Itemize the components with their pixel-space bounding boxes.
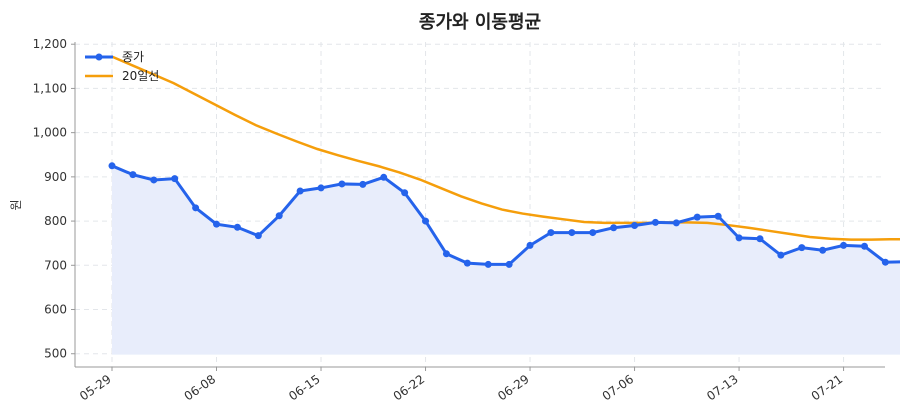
y-tick-label: 600 bbox=[44, 303, 67, 317]
y-axis-label: 원 bbox=[9, 199, 23, 210]
close-line bbox=[111, 164, 900, 266]
close-area-fill bbox=[112, 165, 900, 355]
legend-close-label: 종가 bbox=[122, 50, 144, 64]
close-point bbox=[693, 213, 701, 221]
x-tick-label: 06-22 bbox=[391, 372, 428, 403]
close-point bbox=[254, 232, 262, 240]
close-point bbox=[568, 229, 576, 237]
close-point bbox=[777, 251, 785, 259]
close-point bbox=[150, 176, 158, 184]
close-point bbox=[672, 219, 680, 227]
chart-title: 종가와 이동평균 bbox=[419, 12, 541, 33]
close-point bbox=[442, 250, 450, 258]
close-point bbox=[213, 220, 221, 228]
legend: 종가 20일선 bbox=[85, 50, 159, 83]
x-tick-label: 06-08 bbox=[182, 372, 219, 403]
series-lines bbox=[111, 55, 900, 266]
close-point bbox=[359, 180, 367, 188]
x-tick-label: 07-06 bbox=[600, 372, 637, 403]
close-point bbox=[422, 217, 430, 225]
ma20-line bbox=[111, 55, 900, 241]
x-tick-label: 07-13 bbox=[704, 372, 741, 403]
x-tick-label: 07-21 bbox=[809, 372, 846, 403]
close-point bbox=[756, 235, 764, 243]
close-point bbox=[296, 187, 304, 195]
close-point bbox=[401, 189, 409, 197]
close-point bbox=[484, 260, 492, 268]
y-tick-label: 900 bbox=[44, 170, 67, 184]
close-point bbox=[610, 224, 618, 232]
close-point bbox=[275, 212, 283, 220]
y-tick-label: 800 bbox=[44, 214, 67, 228]
y-tick-label: 1,000 bbox=[33, 126, 67, 140]
y-tick-label: 500 bbox=[44, 347, 67, 361]
close-point bbox=[233, 223, 241, 231]
close-point bbox=[108, 162, 116, 170]
close-point bbox=[798, 244, 806, 252]
close-point bbox=[547, 229, 555, 237]
close-point bbox=[631, 222, 639, 230]
close-point bbox=[129, 171, 137, 179]
close-point bbox=[651, 218, 659, 226]
close-point bbox=[171, 175, 179, 183]
y-tick-label: 1,200 bbox=[33, 37, 67, 51]
close-point bbox=[714, 212, 722, 220]
x-tick-label: 05-29 bbox=[77, 372, 114, 403]
x-tick-label: 06-15 bbox=[286, 372, 323, 403]
close-point bbox=[526, 241, 534, 249]
y-tick-label: 700 bbox=[44, 258, 67, 272]
close-point bbox=[589, 229, 597, 237]
close-point bbox=[860, 242, 868, 250]
close-point bbox=[881, 258, 889, 266]
close-point bbox=[192, 204, 200, 212]
data-points bbox=[108, 162, 889, 268]
area-fill bbox=[112, 165, 900, 355]
legend-close-marker bbox=[95, 53, 103, 61]
legend-ma20-label: 20일선 bbox=[122, 69, 159, 83]
close-point bbox=[463, 259, 471, 267]
y-tick-label: 1,100 bbox=[33, 81, 67, 95]
close-point bbox=[338, 180, 346, 188]
close-point bbox=[380, 173, 388, 181]
close-point bbox=[735, 234, 743, 242]
x-tick-label: 06-29 bbox=[495, 372, 532, 403]
close-point bbox=[317, 184, 325, 192]
close-point bbox=[840, 241, 848, 249]
close-point bbox=[505, 260, 513, 268]
close-point bbox=[819, 246, 827, 254]
